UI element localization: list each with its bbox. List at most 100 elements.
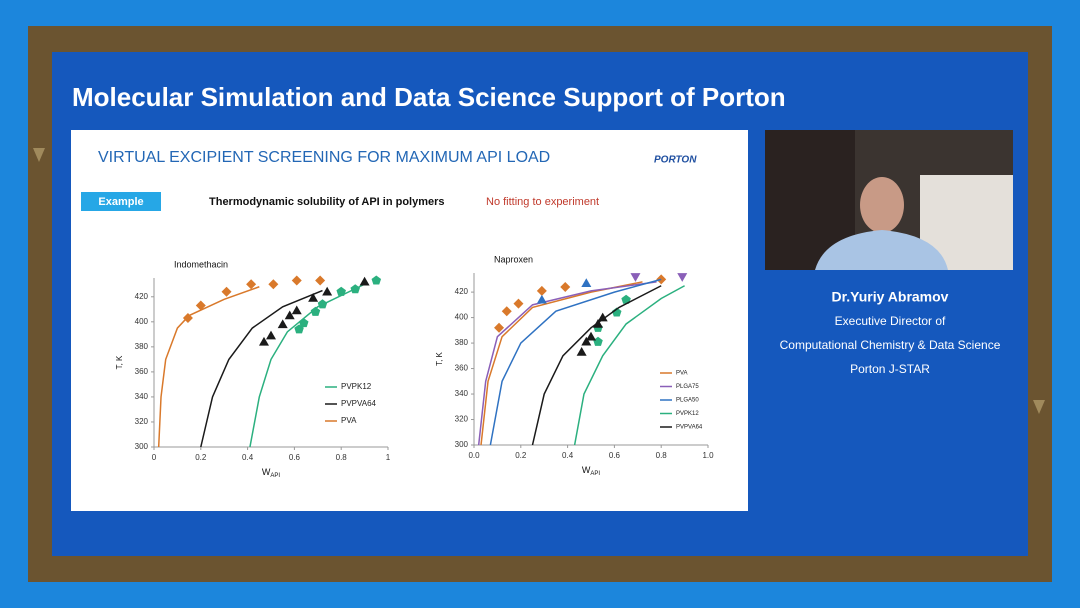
legend-label: PLGA50 xyxy=(676,398,699,404)
y-tick-label: 400 xyxy=(455,313,469,322)
chart-title: Indomethacin xyxy=(174,259,228,269)
legend-label: PVPK12 xyxy=(676,411,699,417)
y-axis-label: T, K xyxy=(435,351,444,365)
data-point xyxy=(258,336,269,346)
data-point xyxy=(581,336,592,346)
speaker-name: Dr.Yuriy Abramov xyxy=(832,289,949,305)
data-point xyxy=(308,293,319,302)
data-point xyxy=(299,318,309,328)
data-point xyxy=(560,282,571,293)
data-point xyxy=(317,299,328,309)
legend-label: PVPK12 xyxy=(341,382,372,391)
data-point xyxy=(536,294,547,304)
data-point xyxy=(284,310,295,320)
data-point xyxy=(221,286,232,297)
chart-title: Naproxen xyxy=(494,254,533,264)
y-tick-label: 420 xyxy=(135,292,149,301)
data-point xyxy=(336,286,346,296)
y-tick-label: 340 xyxy=(455,389,469,398)
badge: Example xyxy=(98,196,143,208)
data-point xyxy=(322,286,333,296)
data-point xyxy=(494,322,505,333)
data-point xyxy=(277,319,288,329)
y-tick-label: 380 xyxy=(455,338,469,347)
arrow-left xyxy=(33,148,45,162)
data-point xyxy=(246,279,257,290)
x-tick-label: 0.2 xyxy=(195,453,207,462)
speaker-role: Computational Chemistry & Data Science xyxy=(780,338,1001,352)
data-point xyxy=(195,300,206,311)
y-tick-label: 380 xyxy=(135,342,149,351)
y-tick-label: 300 xyxy=(135,442,149,451)
data-point xyxy=(621,294,631,304)
page-title: Molecular Simulation and Data Science Su… xyxy=(72,82,786,112)
curve xyxy=(489,278,662,446)
y-tick-label: 300 xyxy=(455,440,469,449)
slide xyxy=(71,130,748,511)
x-label-sub: API xyxy=(270,473,280,479)
data-point xyxy=(266,330,276,340)
speaker-role: Executive Director of xyxy=(835,314,946,328)
data-point xyxy=(513,298,524,309)
curve xyxy=(531,285,662,446)
x-label-main: W xyxy=(582,465,591,475)
legend-label: PVA xyxy=(676,371,688,377)
data-point xyxy=(359,276,370,286)
y-tick-label: 320 xyxy=(455,415,469,424)
y-tick-label: 400 xyxy=(135,317,149,326)
x-tick-label: 1 xyxy=(386,453,391,462)
slide-note: No fitting to experiment xyxy=(486,196,599,208)
data-point xyxy=(315,275,326,286)
badge-box xyxy=(81,192,161,211)
speaker-head xyxy=(860,177,904,233)
data-point xyxy=(597,312,608,322)
x-tick-label: 0.4 xyxy=(562,451,574,460)
x-tick-label: 0 xyxy=(152,453,157,462)
data-point xyxy=(350,284,360,294)
data-point xyxy=(593,336,603,346)
data-point xyxy=(501,306,512,317)
y-tick-label: 420 xyxy=(455,287,469,296)
data-point xyxy=(371,275,382,285)
y-tick-label: 360 xyxy=(455,364,469,373)
x-label-sub: API xyxy=(590,471,600,477)
legend-label: PVA xyxy=(341,416,357,425)
curve xyxy=(477,281,657,446)
slide-title: VIRTUAL EXCIPIENT SCREENING FOR MAXIMUM … xyxy=(98,149,550,166)
y-axis-label: T, K xyxy=(115,355,124,369)
x-tick-label: 0.6 xyxy=(609,451,621,460)
speaker-role: Porton J-STAR xyxy=(850,362,930,376)
data-point xyxy=(291,305,302,315)
x-tick-label: 0.8 xyxy=(336,453,348,462)
curve xyxy=(573,285,685,446)
y-tick-label: 360 xyxy=(135,367,149,376)
y-tick-label: 340 xyxy=(135,392,149,401)
legend-label: PLGA75 xyxy=(676,384,699,390)
slide-subtitle: Thermodynamic solubility of API in polym… xyxy=(209,196,445,208)
x-tick-label: 1.0 xyxy=(702,451,714,460)
data-point xyxy=(576,346,587,356)
curve xyxy=(200,289,323,448)
x-axis-label: WAPI xyxy=(262,467,281,478)
data-point xyxy=(182,313,193,324)
data-point xyxy=(611,307,622,317)
x-tick-label: 0.4 xyxy=(242,453,254,462)
data-point xyxy=(268,279,279,290)
data-point xyxy=(581,278,592,287)
x-tick-label: 0.6 xyxy=(289,453,301,462)
legend-label: PVPVA64 xyxy=(676,425,703,431)
data-point xyxy=(677,273,688,282)
data-point xyxy=(630,273,641,282)
x-tick-label: 0.2 xyxy=(515,451,527,460)
arrow-right xyxy=(1033,400,1045,414)
curve xyxy=(157,286,260,448)
x-axis-label: WAPI xyxy=(582,465,601,476)
x-tick-label: 0.0 xyxy=(468,451,480,460)
speaker-shirt xyxy=(815,230,948,270)
data-point xyxy=(593,318,604,328)
y-tick-label: 320 xyxy=(135,417,149,426)
x-tick-label: 0.8 xyxy=(656,451,668,460)
data-point xyxy=(310,306,321,316)
